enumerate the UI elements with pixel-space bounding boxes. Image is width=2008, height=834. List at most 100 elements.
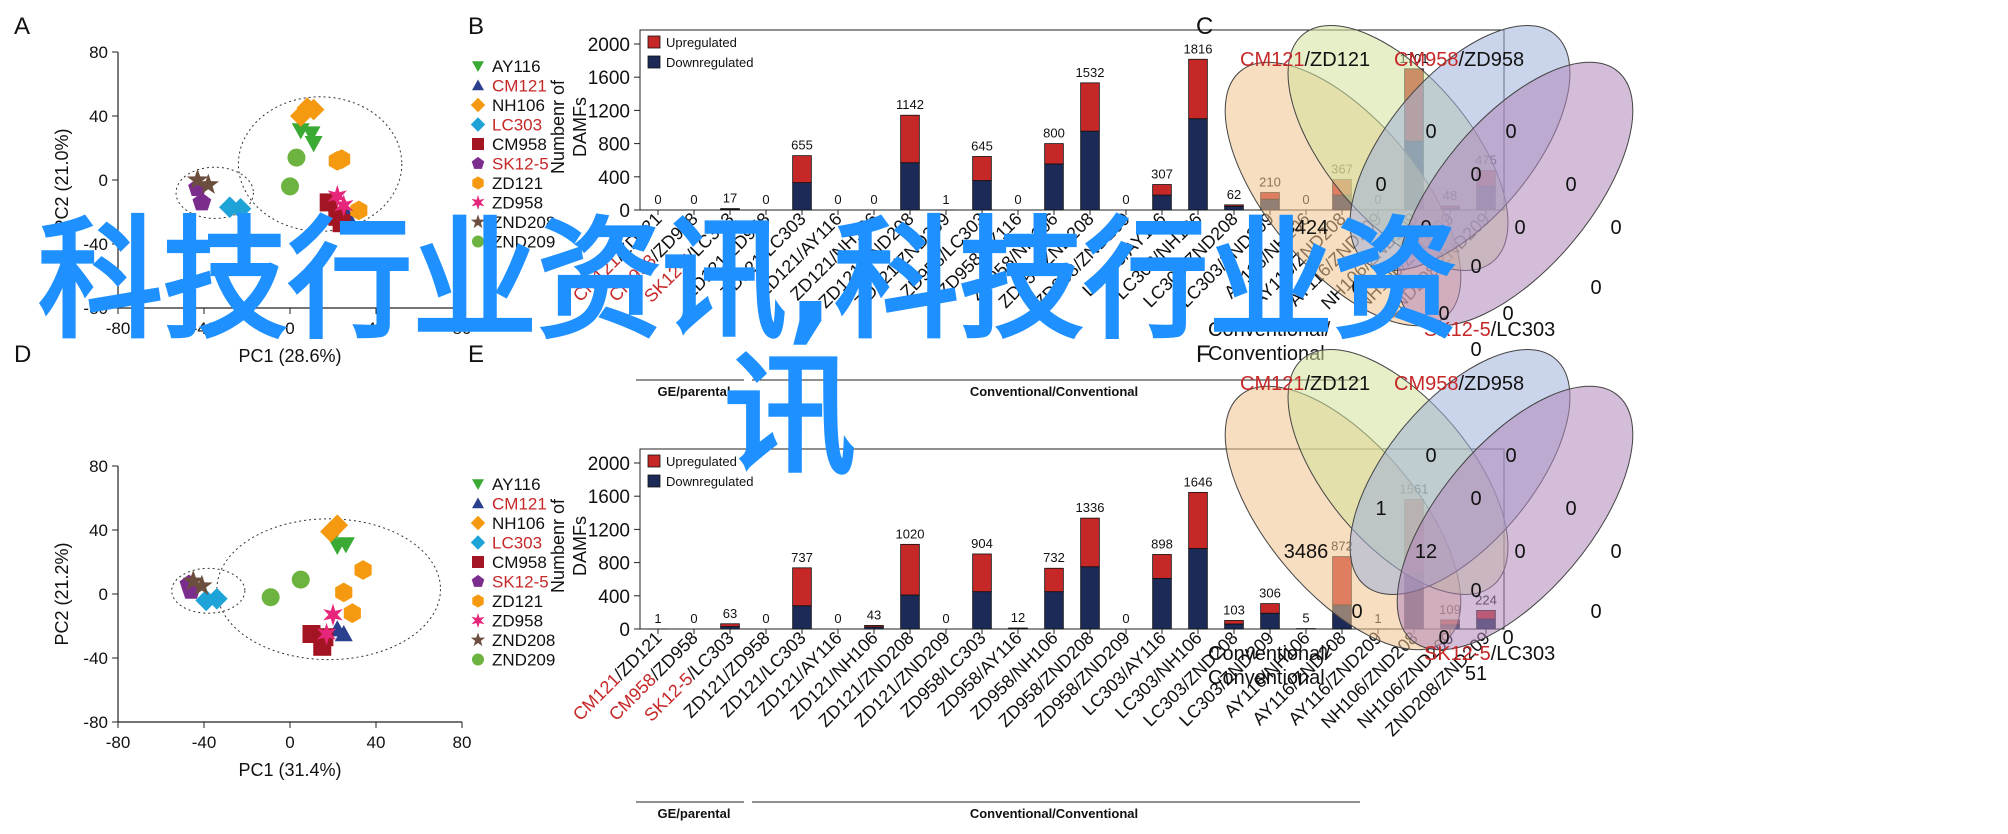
bar-value-label: 17 (723, 191, 737, 206)
panel-letter-b: B (468, 13, 484, 40)
y-tick-label: 800 (598, 135, 630, 156)
panel-letter-f: F (1196, 341, 1211, 368)
set-label-a: CM121/ZD121 (1240, 373, 1370, 395)
bar-upregulated (1188, 58, 1208, 120)
data-point (354, 560, 372, 580)
legend-marker (470, 632, 486, 647)
bar-value-label: 0 (762, 192, 769, 207)
legend-label: ZND208 (492, 213, 555, 232)
venn-region-count: 51 (1465, 663, 1487, 685)
x-tick-label: 80 (453, 319, 472, 338)
venn-region-count: 0 (1470, 339, 1481, 361)
data-point (316, 622, 337, 646)
venn-region-count: 0 (1438, 627, 1449, 649)
legend-label: NH106 (492, 514, 545, 533)
legend-marker (470, 117, 486, 132)
y-tick-label: 40 (89, 521, 108, 540)
bar-upregulated (864, 625, 884, 628)
set-label-c: Conventional (1208, 667, 1325, 689)
bar-upregulated (1008, 627, 1028, 629)
y-tick-label: -40 (83, 649, 108, 668)
data-point (229, 198, 252, 220)
bar-value-label: 12 (1011, 610, 1025, 625)
legend-label: Downregulated (666, 55, 753, 70)
bar-value-label: 43 (867, 607, 881, 622)
venn-region-count: 0 (1470, 256, 1481, 278)
group-ellipse (216, 518, 442, 661)
legend-marker (472, 138, 484, 150)
data-point (327, 184, 348, 208)
set-label-prefix: CM121 (1240, 49, 1304, 71)
data-point (261, 588, 280, 607)
set-label-prefix: SK12-5 (1424, 319, 1491, 341)
bar-value-label: 0 (870, 192, 877, 207)
venn-region-count: 0 (1420, 217, 1431, 239)
venn-region-count: 3424 (1284, 217, 1329, 239)
bar-downregulated (1080, 566, 1100, 630)
group-label: Conventional/Conventional (970, 806, 1138, 821)
data-point (302, 126, 321, 143)
legend-marker (471, 156, 485, 169)
bar-downregulated (1152, 577, 1172, 630)
bar-upregulated (900, 543, 920, 596)
venn-region-count: 0 (1470, 164, 1481, 186)
bar-value-label: 655 (791, 138, 813, 153)
legend-label: ZD958 (492, 612, 543, 631)
venn-region-count: 0 (1590, 601, 1601, 623)
data-point (334, 625, 353, 642)
venn-region-count: 0 (1514, 541, 1525, 563)
bar-upregulated (1152, 184, 1172, 196)
legend-marker (471, 195, 485, 210)
bar-upregulated (792, 155, 812, 184)
set-label-suffix: /LC303 (1491, 319, 1556, 341)
set-label-d: SK12-5/LC303 (1424, 319, 1555, 341)
bar-value-label: 732 (1043, 550, 1065, 565)
legend-marker (471, 574, 485, 587)
bar-downregulated (900, 594, 920, 630)
venn-region-count: 0 (1502, 303, 1513, 325)
venn-ellipse-4 (1396, 385, 1634, 651)
y-axis-label: Numbenr of (548, 79, 568, 174)
x-tick-label: 40 (367, 319, 386, 338)
data-point (191, 574, 213, 596)
bar-downregulated (1188, 548, 1208, 630)
bar-value-label: 1816 (1184, 41, 1213, 56)
legend-label: CM958 (492, 135, 547, 154)
x-tick-label: 40 (367, 733, 386, 752)
y-tick-label: 800 (598, 554, 630, 575)
venn-region-count: 0 (1590, 277, 1601, 299)
panel-letter-a: A (14, 13, 30, 40)
bar-value-label: 0 (834, 192, 841, 207)
y-axis-label: DAMFs (570, 516, 590, 576)
bar-upregulated (1224, 620, 1244, 625)
bar-value-label: 0 (942, 611, 949, 626)
set-label-suffix: /ZD958 (1458, 373, 1524, 395)
group-ellipse (175, 166, 254, 219)
data-point (350, 200, 368, 221)
bar-value-label: 0 (834, 611, 841, 626)
legend-label: SK12-5 (492, 573, 549, 592)
bar-upregulated (792, 567, 812, 607)
bar-value-label: 1020 (896, 526, 925, 541)
bar-value-label: 307 (1151, 167, 1173, 182)
legend-marker (472, 653, 484, 666)
panel-letter-c: C (1196, 13, 1213, 40)
set-label-prefix: SK12-5 (1424, 643, 1491, 665)
y-tick-label: 80 (89, 43, 108, 62)
venn-panel-f: 0 0 3486 1 0 0 12 0 0 0 0 0 0 0 51 CM121/ZD121 CM958/ZD9… (1208, 349, 1634, 689)
venn-region-count: 12 (1415, 541, 1437, 563)
legend-label: CM121 (492, 495, 547, 514)
data-point (336, 537, 355, 554)
panel-letter-d: D (14, 341, 31, 368)
watermark: 科技行业资讯,科技行业资讯 (38, 204, 1458, 494)
x-tick-label: 0 (285, 319, 294, 338)
legend-marker (472, 594, 484, 608)
set-label-d: SK12-5/LC303 (1424, 643, 1555, 665)
bar-upregulated (1260, 603, 1280, 614)
data-point (289, 105, 312, 127)
bar-downregulated (900, 162, 920, 211)
bar-value-label: 0 (690, 192, 697, 207)
venn-region-count: 0 (1375, 174, 1386, 196)
legend-swatch-down (647, 55, 661, 69)
